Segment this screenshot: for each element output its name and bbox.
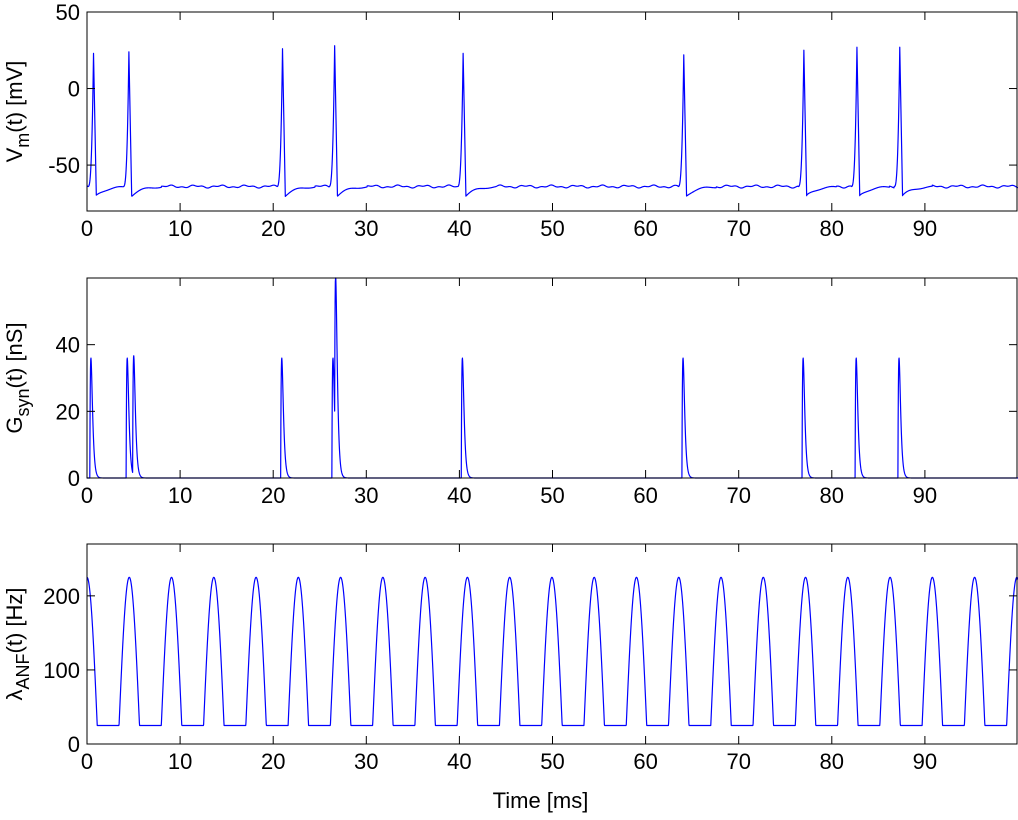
y-tick-label: 50: [56, 0, 80, 25]
x-tick-label: 40: [447, 483, 471, 508]
y-axis-label: λANF(t) [Hz]: [2, 588, 33, 701]
plot-frame: [86, 11, 1018, 212]
x-tick-label: 80: [820, 483, 844, 508]
x-tick-label: 70: [726, 216, 750, 241]
y-axis-label: Vm(t) [mV]: [2, 61, 33, 163]
x-tick-label: 40: [447, 216, 471, 241]
y-tick-label: 100: [43, 658, 80, 683]
x-tick-label: 10: [168, 483, 192, 508]
x-tick-label: 20: [261, 483, 285, 508]
x-tick-label: 60: [633, 749, 657, 774]
panel-anf-rate: 0 10 20 30 40 50 60 70 80 90 0 100 200 λANF(t) [Hz] Ti…: [2, 543, 1018, 813]
x-tick-label: 10: [168, 749, 192, 774]
x-tick-label: 60: [633, 483, 657, 508]
series-line: [86, 277, 1018, 479]
x-tick-label: 0: [81, 483, 93, 508]
y-tick-label: 40: [56, 333, 80, 358]
y-tick-label: -50: [48, 153, 80, 178]
series-line: [86, 576, 1018, 727]
y-tick-label: 20: [56, 399, 80, 424]
x-tick-label: 0: [81, 749, 93, 774]
x-tick-label: 20: [261, 216, 285, 241]
x-tick-label: 50: [540, 216, 564, 241]
x-tick-label: 30: [354, 483, 378, 508]
x-tick-label: 10: [168, 216, 192, 241]
x-tick-label: 70: [726, 749, 750, 774]
y-tick-label: 0: [68, 77, 80, 102]
x-tick-label: 90: [913, 216, 937, 241]
panel-synaptic-conductance: 0 10 20 30 40 50 60 70 80 90 0 20 40 Gsyn(t) [nS]: [2, 277, 1018, 508]
x-axis-label: Time [ms]: [493, 788, 589, 813]
series-line: [86, 45, 1018, 198]
panel-membrane-voltage: 0 10 20 30 40 50 60 70 80 90 -50 0 50 Vm(t) [mV]: [2, 0, 1018, 241]
x-tick-label: 60: [633, 216, 657, 241]
x-tick-label: 80: [820, 216, 844, 241]
x-tick-label: 70: [726, 483, 750, 508]
x-tick-label: 90: [913, 483, 937, 508]
plot-frame: [86, 277, 1018, 479]
x-tick-label: 90: [913, 749, 937, 774]
x-tick-label: 30: [354, 216, 378, 241]
y-tick-label: 0: [68, 466, 80, 491]
x-tick-label: 20: [261, 749, 285, 774]
x-tick-label: 50: [540, 749, 564, 774]
y-tick-label: 200: [43, 584, 80, 609]
y-tick-label: 0: [68, 732, 80, 757]
x-tick-label: 40: [447, 749, 471, 774]
plot-frame: [86, 543, 1018, 745]
x-tick-label: 50: [540, 483, 564, 508]
x-tick-label: 0: [81, 216, 93, 241]
y-axis-label: Gsyn(t) [nS]: [2, 322, 33, 433]
x-tick-label: 30: [354, 749, 378, 774]
x-tick-label: 80: [820, 749, 844, 774]
